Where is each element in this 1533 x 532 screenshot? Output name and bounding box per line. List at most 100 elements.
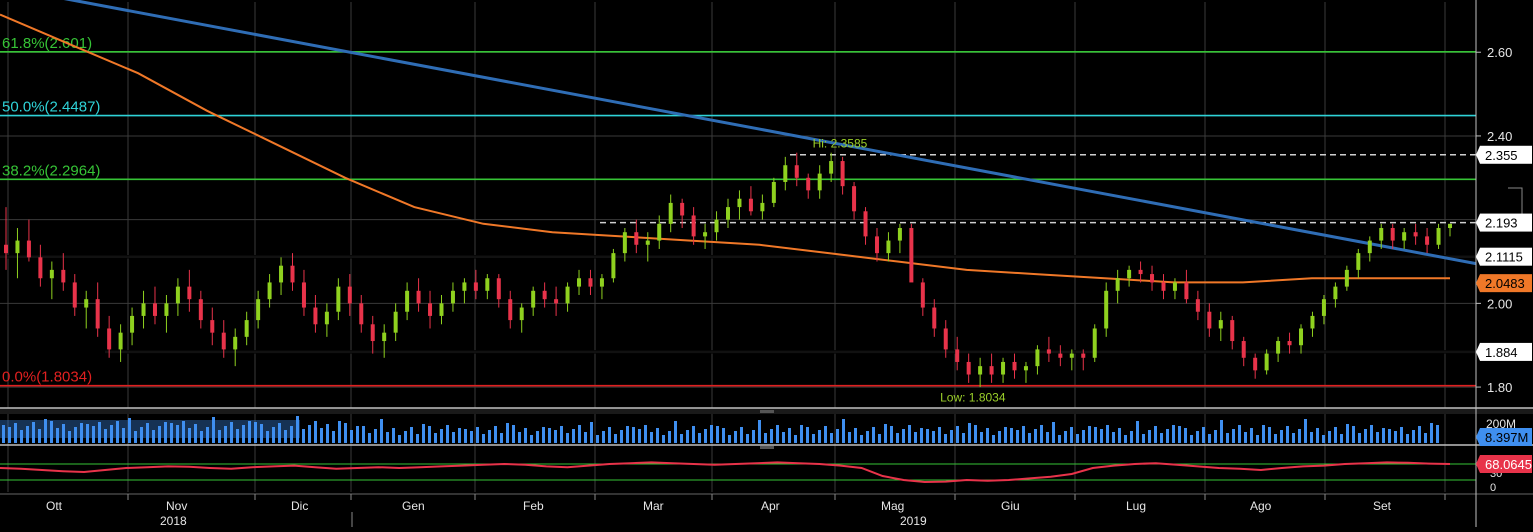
candle xyxy=(1402,228,1407,249)
candle-body xyxy=(1081,353,1086,358)
candle-body xyxy=(244,320,249,337)
volume-bar xyxy=(1412,430,1415,443)
candle xyxy=(726,198,730,229)
volume-bar xyxy=(926,429,929,443)
candle xyxy=(886,232,891,262)
month-label: Dic xyxy=(291,499,308,513)
candle xyxy=(657,215,662,249)
candle-body xyxy=(485,278,490,291)
volume-bar xyxy=(842,419,845,443)
volume-bar xyxy=(170,423,173,443)
volume-bar xyxy=(914,432,917,443)
candle xyxy=(588,269,593,295)
candle xyxy=(1161,274,1166,300)
value-tag-pointer xyxy=(1476,342,1480,361)
volume-bar xyxy=(524,428,527,443)
panel-grip xyxy=(760,410,774,413)
volume-bar xyxy=(398,435,401,443)
candle-body xyxy=(221,332,226,350)
volume-bar xyxy=(248,421,251,443)
month-label: Giu xyxy=(1001,499,1020,513)
volume-bar xyxy=(404,431,407,443)
candle-body xyxy=(1413,232,1418,237)
volume-bar xyxy=(86,424,89,443)
volume-bar xyxy=(542,427,545,443)
value-tag-box xyxy=(1480,145,1532,164)
candle-body xyxy=(175,286,180,304)
volume-bar xyxy=(164,422,167,443)
volume-bar xyxy=(332,431,335,443)
candle-body xyxy=(874,236,879,254)
candle xyxy=(393,303,398,342)
candle xyxy=(565,282,570,312)
volume-bar xyxy=(1304,419,1307,443)
volume-bar xyxy=(62,424,65,443)
value-tag-box xyxy=(1480,274,1532,293)
candle-body xyxy=(256,299,261,321)
candle-body xyxy=(817,173,822,191)
candle xyxy=(806,173,811,199)
volume-bar xyxy=(1196,431,1199,443)
candle-body xyxy=(1367,240,1372,254)
volume-bar xyxy=(878,434,881,443)
candle xyxy=(15,228,20,279)
candle-body xyxy=(72,282,77,308)
candle xyxy=(1413,223,1418,245)
volume-bar xyxy=(110,425,113,443)
candle xyxy=(1321,294,1326,325)
volume-bar xyxy=(572,429,575,443)
price-tick-label: 2.40 xyxy=(1487,129,1512,144)
volume-bar xyxy=(1430,423,1433,443)
volume-bar xyxy=(80,423,83,443)
volume-bar xyxy=(14,423,17,443)
candle xyxy=(416,278,421,312)
volume-bar xyxy=(764,433,767,443)
volume-bar xyxy=(98,422,101,443)
candle-body xyxy=(130,315,135,333)
candle xyxy=(622,228,627,262)
value-tag-pointer xyxy=(1476,247,1480,266)
volume-bar xyxy=(1052,422,1055,443)
value-tag-label: 2.193 xyxy=(1485,216,1518,231)
volume-bar xyxy=(854,428,857,443)
volume-bar xyxy=(938,427,941,443)
candle-body xyxy=(806,177,811,191)
candle xyxy=(485,274,490,300)
candle xyxy=(577,269,582,295)
candle xyxy=(840,156,845,195)
candle xyxy=(301,269,306,316)
volume-bar xyxy=(146,423,149,443)
candle xyxy=(794,152,799,187)
fib-level-label: 38.2%(2.2964) xyxy=(2,162,100,179)
candle xyxy=(1241,336,1246,367)
volume-bar xyxy=(344,423,347,443)
candle xyxy=(645,232,650,262)
volume-bar xyxy=(320,428,323,443)
month-label: Feb xyxy=(523,499,544,513)
price-tick-label: 2.00 xyxy=(1487,296,1512,311)
volume-bar xyxy=(980,432,983,443)
volume-bar xyxy=(1208,434,1211,443)
candle xyxy=(760,194,765,220)
volume-bar xyxy=(422,424,425,443)
candle-body xyxy=(1425,236,1430,245)
volume-bar xyxy=(620,430,623,443)
candle xyxy=(1333,282,1338,308)
volume-bar xyxy=(1418,426,1421,443)
volume-bar xyxy=(530,435,533,443)
candle xyxy=(256,290,261,329)
candle-body xyxy=(943,328,948,350)
candle xyxy=(737,190,742,220)
candle xyxy=(1344,265,1349,291)
candle xyxy=(130,307,135,346)
candle-body xyxy=(4,244,8,254)
volume-bar xyxy=(500,433,503,443)
candle-body xyxy=(680,202,685,216)
candle-body xyxy=(61,269,66,283)
candle xyxy=(943,320,948,358)
candle xyxy=(1264,349,1269,375)
candle-body xyxy=(1150,274,1155,283)
volume-bar xyxy=(1358,433,1361,443)
candle xyxy=(829,152,834,182)
value-tag-label: 2.355 xyxy=(1485,148,1518,163)
